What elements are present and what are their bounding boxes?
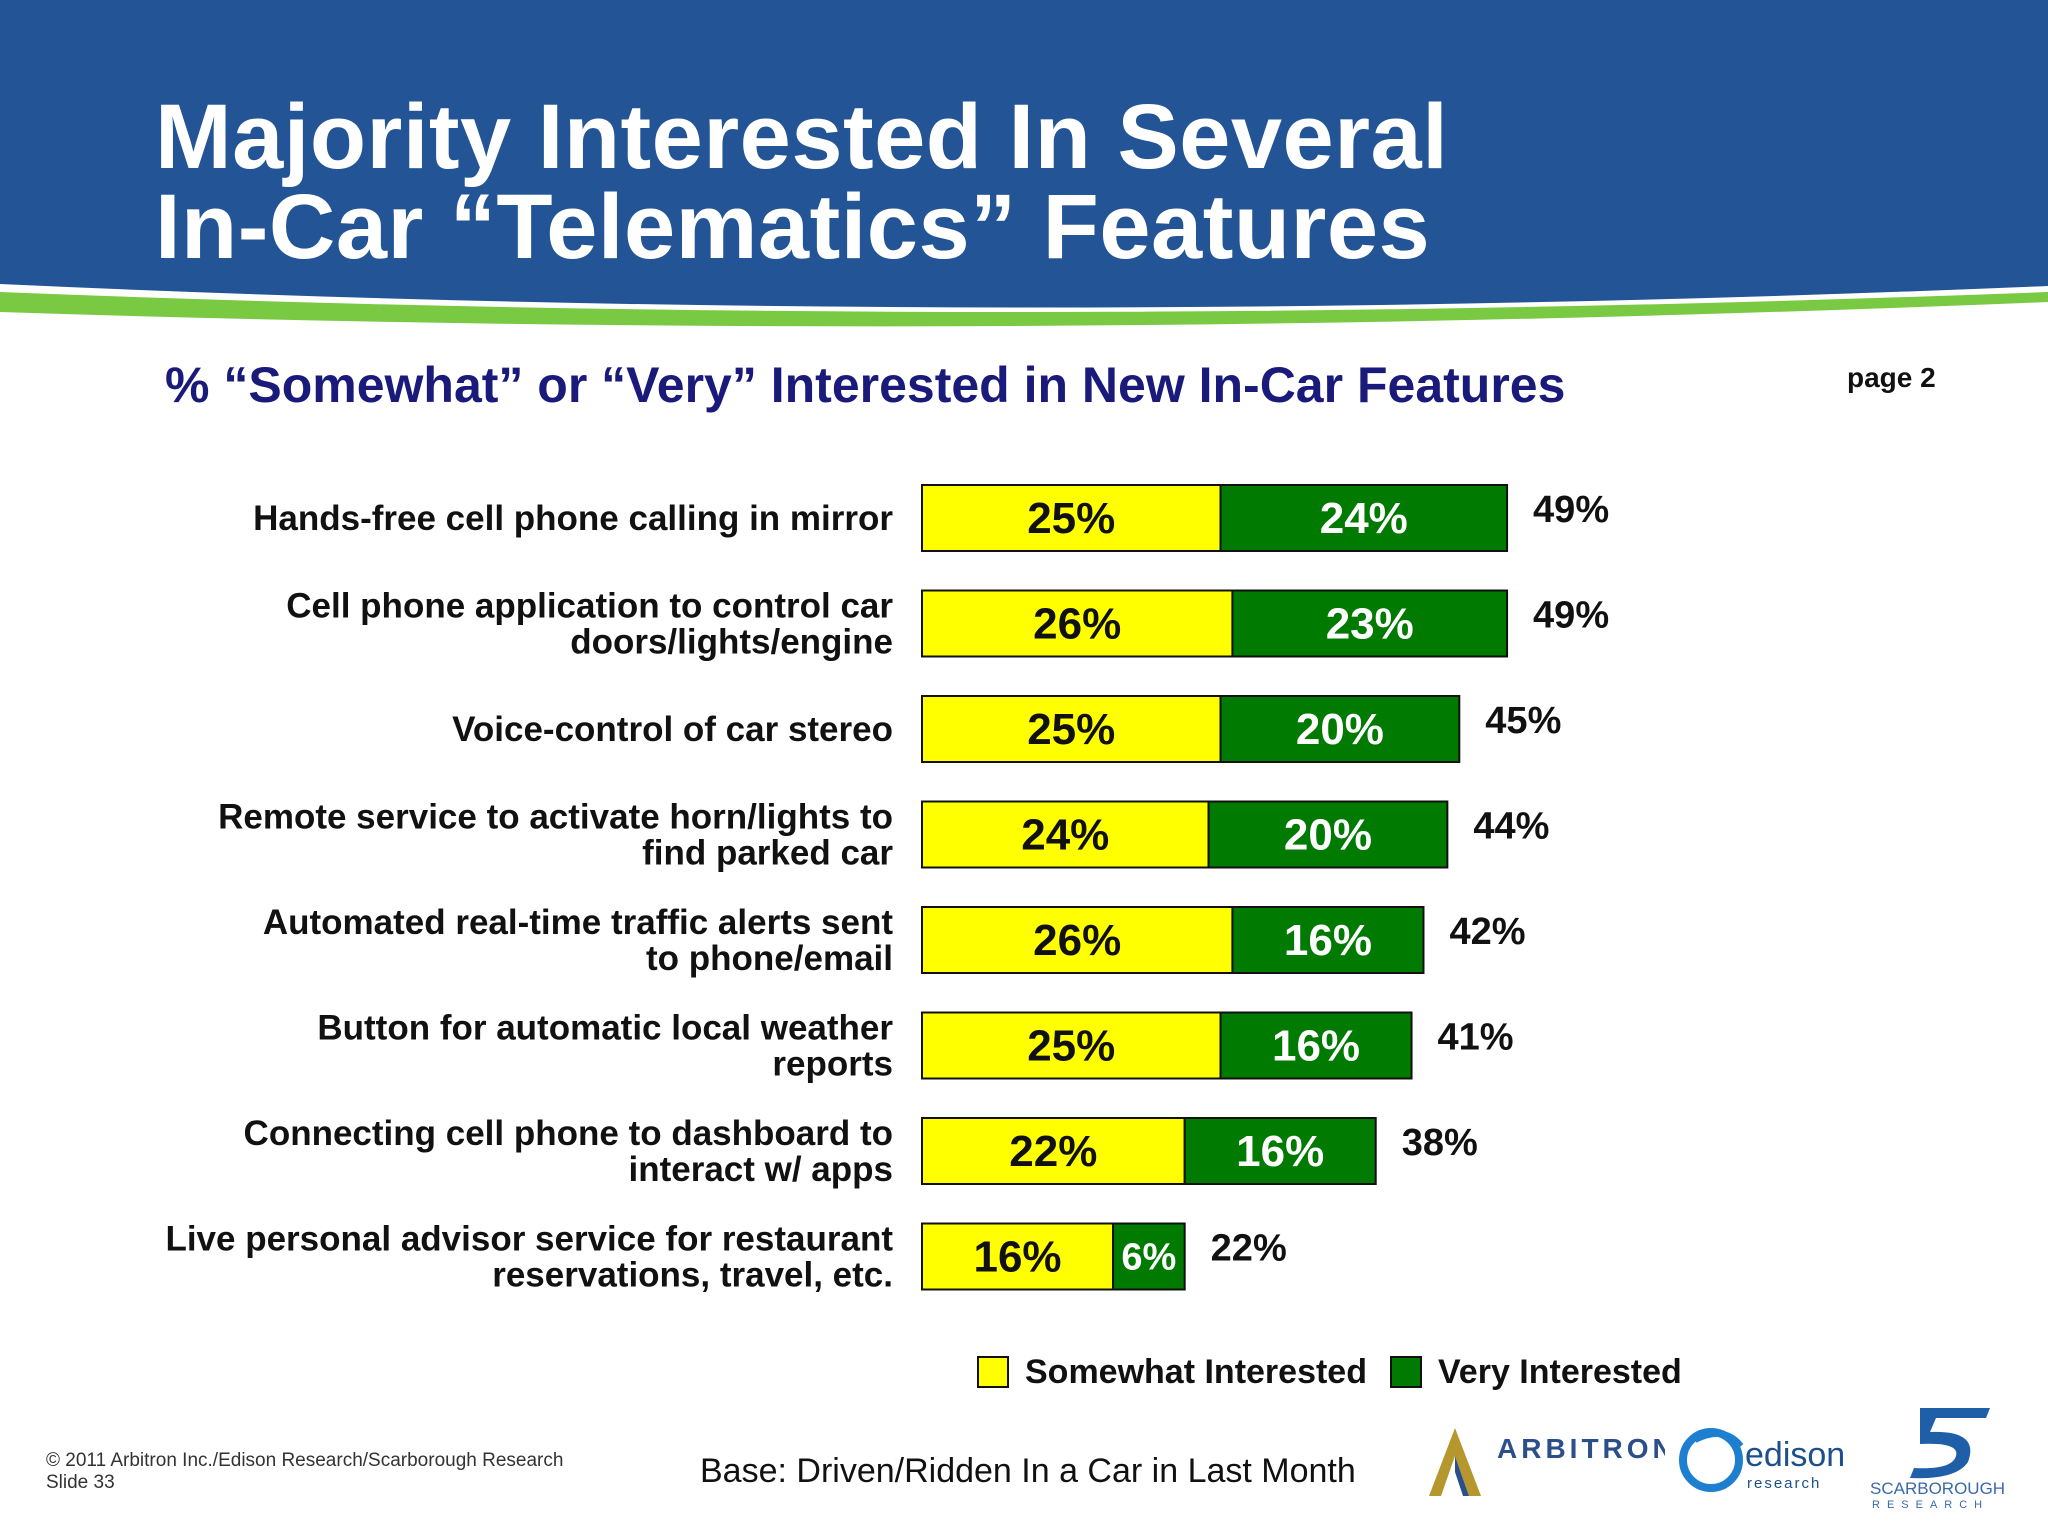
bar-total-label: 45%	[1485, 700, 1561, 742]
bar-value-somewhat: 25%	[1027, 705, 1115, 754]
bar-very	[1183, 1117, 1377, 1185]
bar-total-label: 22%	[1211, 1228, 1287, 1270]
bar-total-label: 38%	[1402, 1122, 1478, 1164]
svg-text:research: research	[1747, 1475, 1821, 1492]
bar-total-label: 44%	[1473, 806, 1549, 848]
legend-item-very: Very Interested	[1390, 1352, 1682, 1392]
bar-value-somewhat: 22%	[1009, 1127, 1097, 1176]
bar-value-very: 16%	[1236, 1127, 1324, 1176]
bar-value-somewhat: 25%	[1027, 494, 1115, 543]
svg-text:ARBITRON: ARBITRON	[1497, 1433, 1665, 1464]
title-line-2: In-Car “Telematics” Features	[155, 176, 1431, 278]
chart-subtitle: % “Somewhat” or “Very” Interested in New…	[165, 357, 1566, 413]
svg-text:RESEARCH: RESEARCH	[1872, 1499, 1989, 1510]
header-accent-stripe	[0, 292, 2048, 327]
legend-swatch-somewhat	[977, 1356, 1009, 1388]
bar-somewhat	[921, 589, 1234, 658]
category-label: Remote service to activate horn/lights t…	[218, 798, 893, 873]
category-label: Live personal advisor service for restau…	[165, 1220, 893, 1295]
legend-item-somewhat: Somewhat Interested	[977, 1352, 1367, 1392]
bar-value-somewhat: 26%	[1033, 600, 1121, 649]
page-label: page 2	[1847, 362, 1936, 393]
bar-somewhat	[921, 1117, 1186, 1185]
bar-total-label: 41%	[1438, 1017, 1514, 1059]
bar-value-somewhat: 25%	[1027, 1022, 1115, 1071]
bar-value-very: 24%	[1320, 494, 1408, 543]
copyright-text: © 2011 Arbitron Inc./Edison Research/Sca…	[46, 1450, 564, 1471]
category-label: Cell phone application to control car doo…	[286, 587, 893, 662]
svg-text:SCARBOROUGH: SCARBOROUGH	[1870, 1479, 2005, 1498]
scarborough-research-logo: SCARBOROUGH RESEARCH	[1870, 1408, 2005, 1510]
legend-label-very: Very Interested	[1438, 1352, 1682, 1391]
header-background	[0, 0, 2048, 308]
arbitron-logo: ARBITRON	[1429, 1428, 1665, 1496]
title-line-1: Majority Interested In Several	[155, 86, 1449, 188]
bar-value-very: 16%	[1284, 916, 1372, 965]
bar-very	[1231, 906, 1425, 974]
category-label: Hands-free cell phone calling in mirror	[253, 499, 893, 538]
base-note: Base: Driven/Ridden In a Car in Last Mon…	[700, 1452, 1356, 1490]
bar-value-very: 16%	[1272, 1022, 1360, 1071]
bar-value-somewhat: 26%	[1033, 916, 1121, 965]
bar-very	[1219, 695, 1461, 763]
category-label: Connecting cell phone to dashboard to int…	[244, 1114, 893, 1189]
bar-somewhat	[921, 695, 1222, 763]
bar-value-very: 6%	[1121, 1237, 1176, 1279]
bar-somewhat	[921, 906, 1234, 974]
bar-value-somewhat: 16%	[973, 1233, 1061, 1282]
bar-value-very: 20%	[1284, 811, 1372, 860]
slide-number: Slide 33	[46, 1472, 115, 1493]
svg-text:edison: edison	[1745, 1436, 1845, 1474]
bar-somewhat	[921, 800, 1210, 869]
bar-value-very: 23%	[1326, 600, 1414, 649]
category-label: Voice-control of car stereo	[452, 710, 893, 749]
edison-research-logo: edison research	[1679, 1428, 1845, 1492]
bar-total-label: 42%	[1449, 911, 1525, 953]
bar-total-label: 49%	[1533, 595, 1609, 637]
bar-very	[1219, 484, 1509, 552]
category-label: Automated real-time traffic alerts sent t…	[263, 903, 894, 978]
bar-very	[1231, 589, 1509, 658]
bar-very	[1112, 1222, 1186, 1291]
bar-value-very: 20%	[1296, 705, 1384, 754]
bar-total-label: 49%	[1533, 489, 1609, 531]
legend-label-somewhat: Somewhat Interested	[1025, 1352, 1367, 1391]
header-banner	[0, 0, 2048, 327]
category-label: Button for automatic local weather report…	[317, 1009, 893, 1084]
bar-very	[1207, 800, 1449, 869]
page-title: Majority Interested In Several In-Car “T…	[155, 86, 1449, 278]
bar-very	[1219, 1011, 1413, 1080]
footer-copyright: © 2011 Arbitron Inc./Edison Research/Sca…	[46, 1450, 563, 1494]
bar-somewhat	[921, 1011, 1222, 1080]
bar-somewhat	[921, 484, 1222, 552]
bar-somewhat	[921, 1222, 1115, 1291]
bar-value-somewhat: 24%	[1021, 811, 1109, 860]
legend-swatch-very	[1390, 1356, 1422, 1388]
